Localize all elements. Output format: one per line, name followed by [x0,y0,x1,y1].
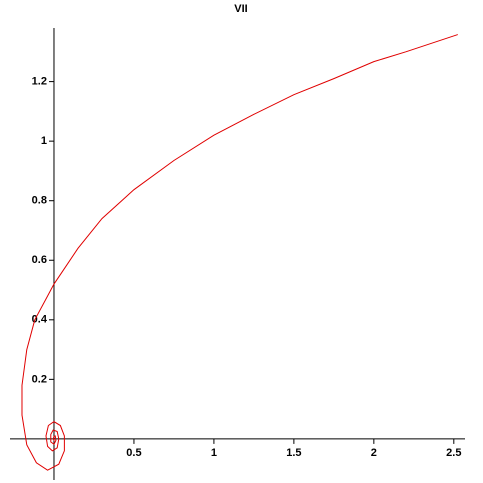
x-tick-label: 1.5 [286,447,301,459]
x-tick-label: 1 [211,447,217,459]
y-tick-label: 0.8 [32,195,47,207]
y-tick-label: 0.6 [32,254,47,266]
x-tick-label: 2.5 [446,447,461,459]
y-tick-label: 0.2 [32,373,47,385]
y-tick-label: 1 [41,135,47,147]
x-tick-label: 2 [371,447,377,459]
chart-title: VII [234,3,247,15]
curve [21,34,458,471]
y-tick-label: 0.4 [32,314,48,326]
y-tick-label: 1.2 [32,76,47,88]
x-tick-label: 0.5 [126,447,141,459]
